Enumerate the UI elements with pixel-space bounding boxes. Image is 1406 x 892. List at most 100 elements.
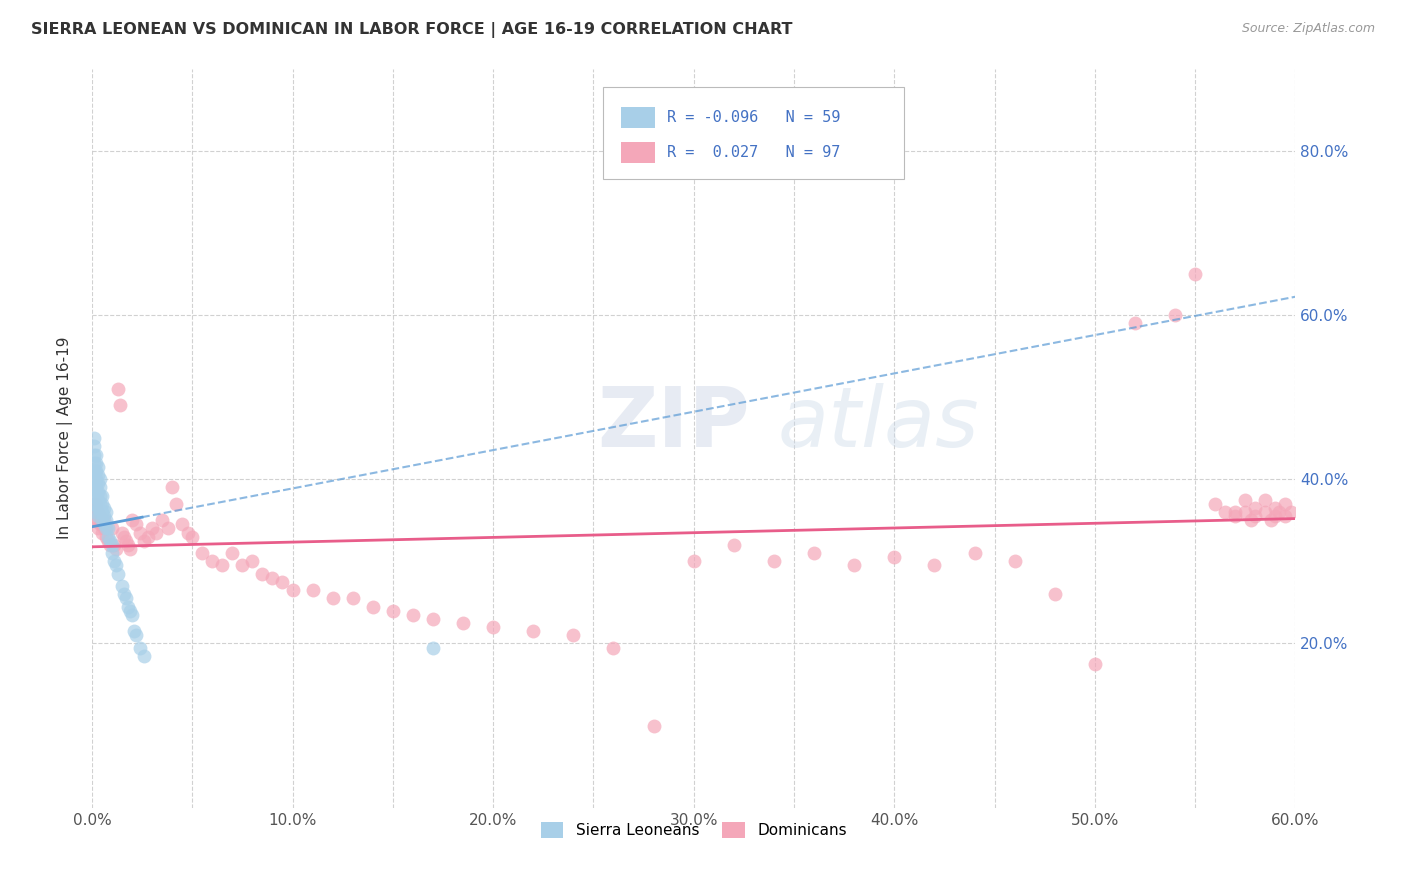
Point <box>101 538 124 552</box>
Point <box>231 558 253 573</box>
Point <box>83 431 105 445</box>
Point <box>91 497 114 511</box>
Point <box>1254 505 1277 519</box>
Point <box>132 648 155 663</box>
Point <box>83 472 105 486</box>
Point <box>1260 513 1282 527</box>
Point <box>87 509 110 524</box>
Point <box>87 505 110 519</box>
Point <box>84 448 107 462</box>
Text: Source: ZipAtlas.com: Source: ZipAtlas.com <box>1241 22 1375 36</box>
Point <box>93 500 115 515</box>
Point <box>91 525 114 540</box>
Point <box>84 489 107 503</box>
Point <box>1164 308 1187 322</box>
Point <box>94 521 117 535</box>
Point <box>1244 500 1267 515</box>
Point <box>271 574 294 589</box>
Point <box>322 591 344 606</box>
Point <box>1274 509 1296 524</box>
Point <box>115 533 138 548</box>
Point <box>98 538 121 552</box>
Point <box>87 459 110 474</box>
Point <box>1043 587 1066 601</box>
Point <box>105 558 128 573</box>
Point <box>84 456 107 470</box>
Point <box>150 513 173 527</box>
Point <box>103 554 125 568</box>
Point <box>83 497 105 511</box>
Point <box>84 505 107 519</box>
Point <box>87 476 110 491</box>
Point <box>87 521 110 535</box>
Point <box>93 513 115 527</box>
Point <box>91 513 114 527</box>
Point <box>89 472 111 486</box>
Point <box>1123 316 1146 330</box>
Point <box>141 521 163 535</box>
Point <box>201 554 224 568</box>
Point <box>117 599 139 614</box>
Point <box>172 517 194 532</box>
Text: SIERRA LEONEAN VS DOMINICAN IN LABOR FORCE | AGE 16-19 CORRELATION CHART: SIERRA LEONEAN VS DOMINICAN IN LABOR FOR… <box>31 22 793 38</box>
Point <box>221 546 243 560</box>
Point <box>963 546 986 560</box>
Y-axis label: In Labor Force | Age 16-19: In Labor Force | Age 16-19 <box>58 337 73 540</box>
Point <box>89 509 111 524</box>
Point <box>94 505 117 519</box>
Point <box>87 500 110 515</box>
Point <box>125 517 148 532</box>
Point <box>762 554 785 568</box>
Point <box>883 550 905 565</box>
Point <box>1234 492 1257 507</box>
Text: atlas: atlas <box>778 383 980 464</box>
Point <box>94 521 117 535</box>
Point <box>482 620 505 634</box>
Point <box>112 587 135 601</box>
Point <box>803 546 825 560</box>
Point <box>157 521 180 535</box>
Point <box>924 558 946 573</box>
Point <box>84 464 107 478</box>
Point <box>98 533 121 548</box>
Point <box>84 505 107 519</box>
Point <box>165 497 187 511</box>
Point <box>177 525 200 540</box>
Point <box>160 480 183 494</box>
Point <box>422 612 444 626</box>
Point <box>1274 497 1296 511</box>
Point <box>83 480 105 494</box>
Point <box>1184 267 1206 281</box>
Point <box>97 533 120 548</box>
Point <box>93 517 115 532</box>
Point <box>602 640 624 655</box>
Point <box>84 497 107 511</box>
Text: R = -0.096   N = 59: R = -0.096 N = 59 <box>668 110 841 125</box>
Point <box>87 484 110 499</box>
Point <box>83 439 105 453</box>
Point <box>103 538 125 552</box>
Legend: Sierra Leoneans, Dominicans: Sierra Leoneans, Dominicans <box>534 816 853 845</box>
Point <box>281 583 304 598</box>
Point <box>97 521 120 535</box>
Point <box>83 464 105 478</box>
Point <box>682 554 704 568</box>
Point <box>422 640 444 655</box>
Point <box>342 591 364 606</box>
Point <box>643 718 665 732</box>
Point <box>723 538 745 552</box>
Point <box>87 513 110 527</box>
Point <box>145 525 167 540</box>
Point <box>118 604 141 618</box>
Point <box>89 480 111 494</box>
Point <box>211 558 233 573</box>
Point <box>87 492 110 507</box>
Point <box>1264 509 1286 524</box>
Point <box>1240 513 1263 527</box>
Point <box>522 624 544 639</box>
Point <box>451 615 474 630</box>
Point <box>1225 509 1247 524</box>
Point <box>107 382 129 396</box>
Point <box>112 530 135 544</box>
Point <box>111 525 134 540</box>
